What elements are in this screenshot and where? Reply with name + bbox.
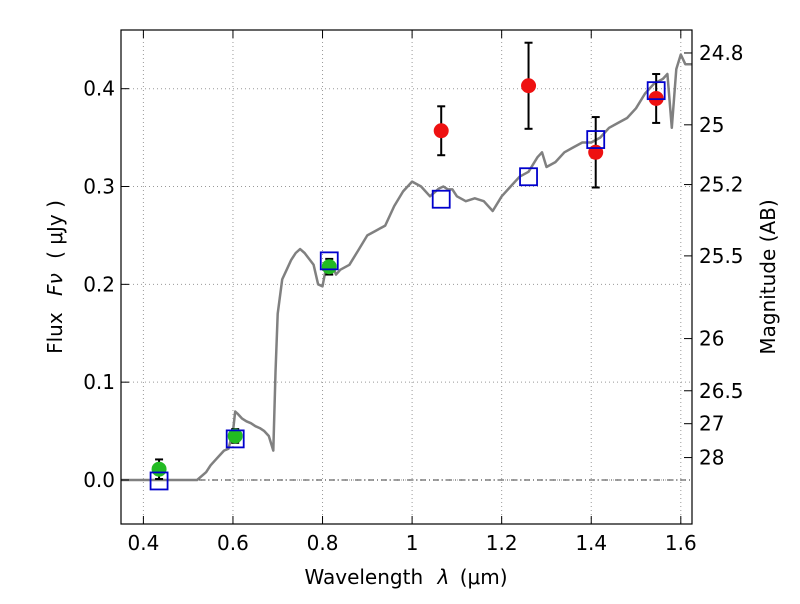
magnitude-tick-label: 25.2 bbox=[699, 173, 744, 197]
model-photometry-point bbox=[225, 429, 245, 449]
x-tick-label: 0.6 bbox=[217, 531, 249, 555]
x-ticks: 0.4 0.6 0.8 1 1.2 1.4 1.6 bbox=[127, 30, 697, 555]
plot-frame bbox=[120, 29, 693, 525]
magnitude-tick-label: 24.8 bbox=[699, 41, 744, 65]
nir-point bbox=[521, 78, 537, 94]
model-photometry-point bbox=[646, 81, 666, 101]
magnitude-tick-label: 28 bbox=[699, 446, 724, 470]
model-photometry-points bbox=[149, 81, 666, 491]
y-tick-label: 0.2 bbox=[83, 272, 115, 296]
x-tick-label: 0.8 bbox=[307, 531, 339, 555]
x-tick-label: 1.6 bbox=[665, 531, 697, 555]
magnitude-axis-label: Magnitude (AB) bbox=[756, 199, 780, 354]
y-tick-label: 0.1 bbox=[83, 370, 115, 394]
magnitude-tick-label: 26 bbox=[699, 327, 724, 351]
y-axis-label: Flux Fν ( μJy ) bbox=[43, 200, 67, 354]
x-axis-label-unit: (μm) bbox=[460, 565, 508, 589]
y-tick-label: 0.3 bbox=[83, 175, 115, 199]
model-photometry-point bbox=[149, 471, 169, 491]
optical-point bbox=[227, 428, 243, 444]
model-spectrum-line bbox=[121, 53, 692, 482]
nir-point bbox=[588, 144, 604, 160]
x-axis-label-text: Wavelength bbox=[304, 565, 423, 589]
x-tick-label: 0.4 bbox=[127, 531, 159, 555]
optical-points bbox=[151, 259, 337, 477]
y-ticks: 0.0 0.1 0.2 0.3 0.4 bbox=[83, 77, 129, 492]
magnitude-tick-label: 26.5 bbox=[699, 379, 744, 403]
model-photometry-point bbox=[431, 189, 451, 209]
x-axis-label-symbol: λ bbox=[437, 565, 450, 589]
x-axis-label: Wavelength λ (μm) bbox=[304, 565, 507, 589]
x-tick-label: 1.2 bbox=[486, 531, 518, 555]
y-tick-label: 0.4 bbox=[83, 77, 115, 101]
magnitude-ticks: 24.8 25 25.2 25.5 26 26.5 27 28 bbox=[684, 41, 744, 470]
y-tick-label: 0.0 bbox=[83, 468, 115, 492]
x-tick-label: 1.4 bbox=[575, 531, 607, 555]
x-tick-label: 1 bbox=[406, 531, 419, 555]
model-photometry-point bbox=[586, 130, 606, 149]
optical-point bbox=[321, 259, 337, 275]
model-photometry-point bbox=[319, 251, 339, 271]
magnitude-tick-label: 25.5 bbox=[699, 244, 744, 268]
model-photometry-point bbox=[519, 167, 538, 187]
y-axis-label-symbol: Fν bbox=[43, 273, 67, 296]
plot-background bbox=[121, 30, 692, 524]
nir-point bbox=[433, 123, 449, 139]
y-axis-label-text: Flux bbox=[43, 312, 67, 354]
magnitude-tick-label: 25 bbox=[699, 113, 724, 137]
optical-point bbox=[151, 461, 167, 477]
y-axis-label-unit: ( μJy ) bbox=[43, 200, 67, 259]
magnitude-tick-label: 27 bbox=[699, 412, 724, 436]
